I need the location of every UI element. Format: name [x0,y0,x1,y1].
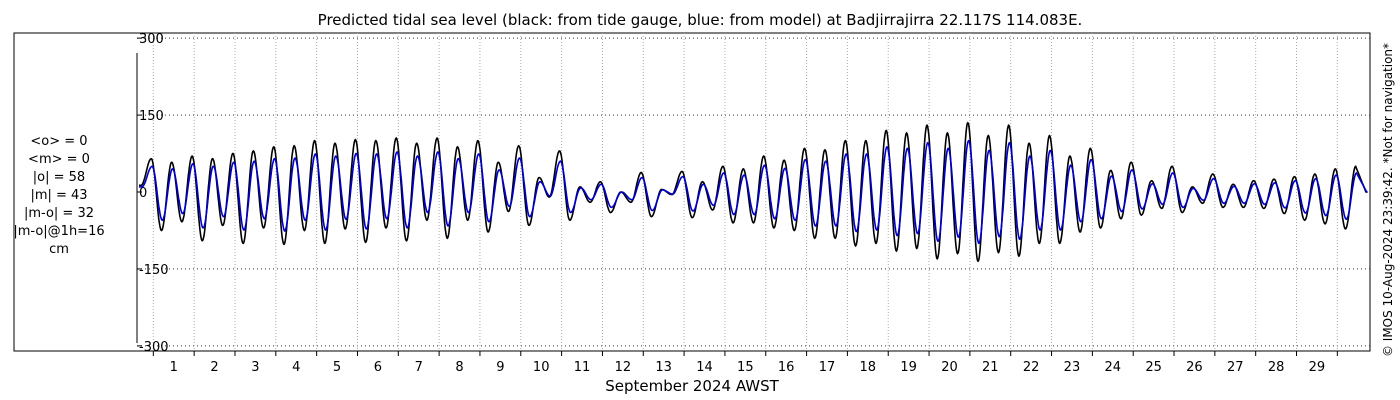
stat-abs-obs: |o| = 58 [32,170,86,185]
y-tick-label: 150 [139,109,164,124]
stat-abs-diff-1h: |m-o|@1h=16 [13,224,105,239]
x-tick-label: 13 [655,360,672,375]
x-tick-label: 5 [333,360,341,375]
x-tick-label: 20 [941,360,958,375]
chart-title: Predicted tidal sea level (black: from t… [318,11,1083,29]
stat-abs-model: |m| = 43 [30,188,88,203]
x-tick-label: 29 [1309,360,1326,375]
stat-unit: cm [49,242,69,257]
y-tick-label: 300 [139,32,164,47]
model-series-line [139,139,1368,245]
series-lines [139,121,1368,263]
stat-mean-model: <m> = 0 [28,152,90,167]
x-tick-label: 25 [1145,360,1162,375]
y-tick-label: -300 [139,340,169,355]
x-tick-label: 14 [696,360,713,375]
x-tick-label: 9 [496,360,504,375]
x-tick-label: 24 [1105,360,1122,375]
y-tick-label: -150 [139,263,169,278]
x-tick-label: 6 [374,360,382,375]
x-tick-label: 28 [1268,360,1285,375]
x-tick-label: 8 [455,360,463,375]
x-tick-label: 7 [415,360,423,375]
x-tick-label: 10 [533,360,550,375]
credit-text: © IMOS 10-Aug-2024 23:39:42. *Not for na… [1381,43,1395,357]
x-tick-label: 19 [900,360,917,375]
stat-abs-diff: |m-o| = 32 [23,206,94,221]
x-tick-label: 12 [615,360,632,375]
x-tick-label: 27 [1227,360,1244,375]
stat-mean-obs: <o> = 0 [30,134,88,149]
grid-lines [137,33,1370,351]
x-tick-label: 26 [1186,360,1203,375]
x-axis: 1 2 3 4 5 6 7 8 9 10 11 12 13 14 15 16 17 18 19 20 21 22 23 24 2… [152,351,1338,375]
x-tick-label: 17 [819,360,836,375]
x-tick-label: 18 [860,360,877,375]
stats-panel: <o> = 0 <m> = 0 |o| = 58 |m| = 43 |m-o| … [0,133,118,259]
gauge-series-line [139,121,1368,263]
x-tick-label: 4 [292,360,300,375]
x-tick-label: 2 [210,360,218,375]
y-axis: -300 -150 0 150 300 [136,32,169,355]
y-tick-label: 0 [139,186,147,201]
x-tick-label: 22 [1023,360,1040,375]
outer-frame [13,32,1371,352]
x-tick-label: 11 [574,360,591,375]
x-tick-label: 1 [170,360,178,375]
x-tick-label: 15 [737,360,754,375]
x-tick-label: 23 [1064,360,1081,375]
x-tick-label: 16 [778,360,795,375]
x-tick-label: 3 [251,360,259,375]
x-axis-label: September 2024 AWST [605,377,779,395]
x-tick-label: 21 [982,360,999,375]
